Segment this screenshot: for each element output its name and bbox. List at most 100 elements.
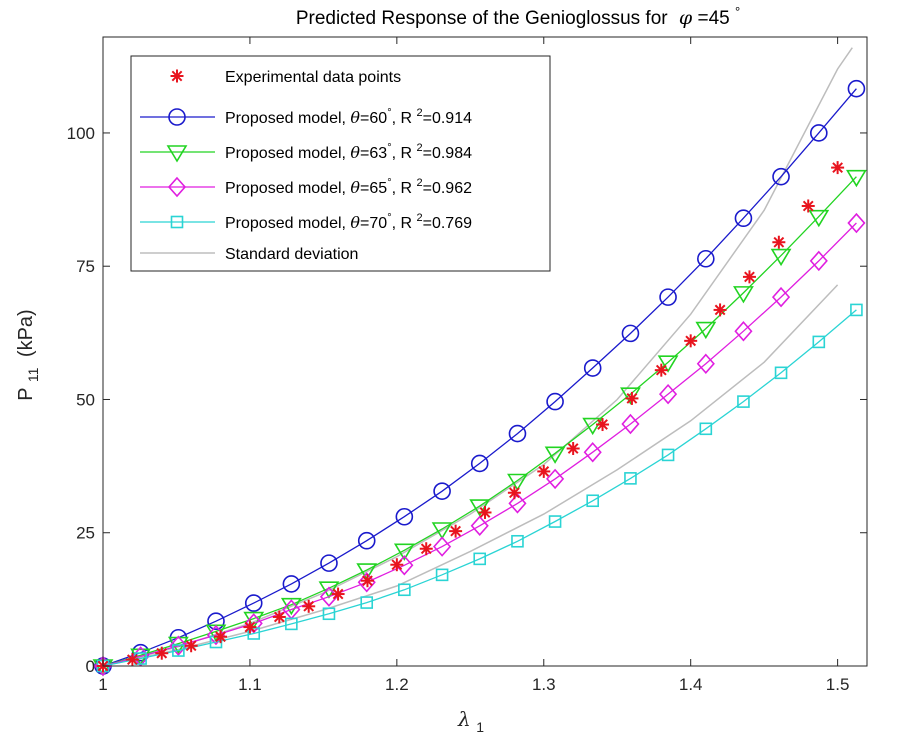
series-marker (771, 286, 791, 308)
chart-title: Predicted Response of the Genioglossus f… (296, 4, 740, 29)
experimental-point (566, 442, 580, 456)
legend-marker (166, 145, 188, 163)
experimental-point (596, 418, 610, 432)
x-tick-label: 1.4 (679, 675, 703, 694)
series-marker (583, 442, 602, 463)
series-marker (282, 575, 301, 593)
series-marker (621, 324, 640, 343)
experimental-point (419, 542, 433, 556)
experimental-point (478, 505, 492, 519)
experimental-point (155, 646, 169, 660)
series-marker (356, 563, 378, 581)
series-theta60 (94, 79, 866, 675)
y-tick-label: 0 (86, 657, 95, 676)
x-axis-label: λ 1 (457, 707, 484, 735)
series-marker (357, 572, 376, 593)
series-marker (733, 286, 754, 304)
experimental-point (125, 653, 139, 667)
series-marker (774, 366, 788, 380)
series-marker (583, 359, 602, 377)
experimental-point (537, 464, 551, 478)
series-marker (169, 635, 188, 656)
legend: Experimental data points Proposed model, … (130, 55, 551, 272)
y-axis-label: P 11 (kPa) (15, 309, 43, 400)
series-line (102, 176, 857, 667)
legend-marker (168, 108, 186, 126)
experimental-point (654, 363, 668, 377)
y-tick-label: 100 (67, 124, 95, 143)
legend-label-experimental: Experimental data points (225, 69, 401, 86)
series-marker (320, 554, 338, 572)
series-marker (548, 515, 562, 528)
series-marker (846, 169, 867, 188)
series-line (102, 309, 857, 667)
x-tick-label: 1.1 (238, 675, 262, 694)
chart-title-degree: ° (735, 4, 740, 19)
legend-label-series: Proposed model, θ=60°, R 2=0.914 (225, 107, 472, 127)
experimental-point (801, 199, 815, 213)
series-marker (810, 124, 828, 142)
axes: 1 1.1 1.2 1.3 1.4 1.5 0 25 50 75 100 (67, 36, 868, 694)
experimental-point (214, 630, 228, 644)
series-marker (322, 607, 336, 621)
x-tick-label: 1.5 (826, 675, 850, 694)
legend-label-series: Proposed model, θ=63°, R 2=0.984 (225, 142, 472, 162)
series-marker (546, 392, 564, 411)
experimental-points (96, 161, 845, 673)
series-marker (398, 583, 411, 597)
series-line (102, 88, 857, 667)
series-marker (812, 335, 826, 349)
series-marker (621, 413, 640, 435)
series-marker (507, 473, 528, 492)
series-marker (433, 482, 451, 500)
legend-marker-experimental (170, 69, 184, 83)
series-marker (737, 395, 750, 408)
y-tick-label: 25 (76, 524, 95, 543)
legend-label-std-dev: Standard deviation (225, 246, 358, 263)
series-marker (244, 613, 263, 634)
experimental-point (625, 391, 639, 405)
experimental-point (184, 639, 198, 653)
series-marker (659, 288, 677, 306)
series-marker (734, 209, 753, 228)
series-marker (470, 454, 489, 473)
axes-box (102, 36, 868, 667)
series-marker (395, 507, 414, 526)
x-tick-label: 1 (98, 675, 107, 694)
experimental-point (713, 303, 727, 317)
series-marker (511, 534, 524, 548)
series-marker (357, 531, 376, 550)
series-marker (433, 536, 452, 557)
series-line (102, 222, 857, 667)
experimental-point (243, 620, 257, 634)
experimental-point (742, 270, 756, 284)
experimental-point (772, 235, 786, 249)
y-axis-label-sub: 11 (25, 367, 41, 382)
series-marker (734, 321, 753, 342)
y-axis-label-main: P (15, 388, 37, 401)
series-marker (850, 303, 863, 317)
y-tick-label: 50 (76, 390, 95, 409)
legend-marker (170, 215, 184, 229)
legend-label-series: Proposed model, θ=70°, R 2=0.769 (225, 212, 472, 232)
series-marker (508, 424, 527, 443)
experimental-point (272, 610, 286, 624)
chart-title-value: =45 (697, 8, 729, 29)
experimental-point (449, 524, 463, 538)
experimental-point (302, 599, 316, 613)
legend-box (130, 55, 551, 272)
x-tick-label: 1.2 (385, 675, 409, 694)
experimental-point (390, 558, 404, 572)
series-marker (699, 422, 713, 436)
experimental-point (507, 486, 521, 500)
series-marker (697, 249, 715, 268)
series-marker (360, 596, 374, 609)
x-axis-label-sub: 1 (476, 719, 484, 735)
series-marker (624, 472, 637, 485)
series-marker (847, 212, 866, 234)
x-axis-label-main: λ (457, 707, 471, 731)
series-marker (508, 493, 527, 514)
experimental-point (684, 334, 698, 348)
series-marker (435, 568, 449, 582)
series-marker (285, 617, 298, 631)
